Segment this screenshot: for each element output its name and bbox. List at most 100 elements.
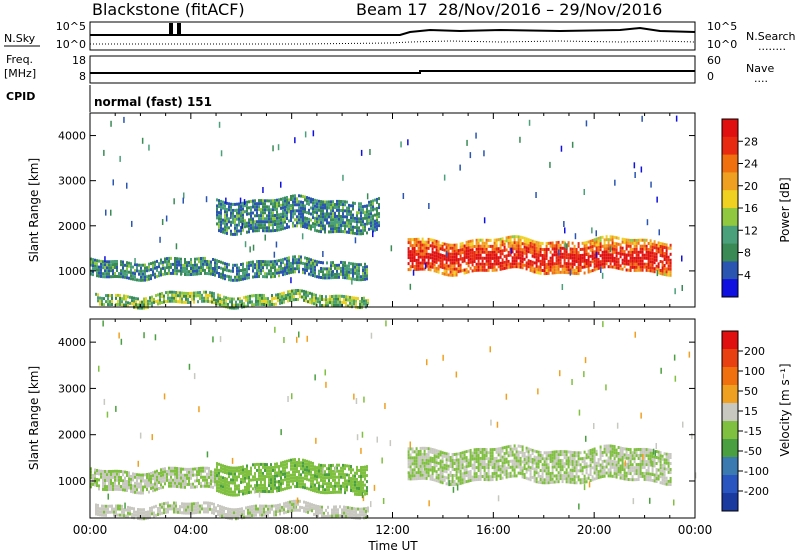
data-cell — [621, 252, 624, 256]
data-cell — [211, 511, 213, 515]
data-cell — [553, 253, 556, 257]
data-cell — [112, 484, 114, 488]
data-cell — [340, 266, 342, 270]
data-cell — [134, 278, 136, 282]
data-cell — [286, 226, 288, 229]
data-cell — [318, 223, 320, 227]
data-cell — [485, 244, 488, 248]
data-cell — [302, 479, 304, 483]
data-cell — [255, 510, 257, 514]
data-cell — [263, 300, 265, 303]
data-cell — [489, 253, 492, 257]
data-cell — [585, 259, 588, 262]
data-cell — [431, 265, 434, 269]
data-cell — [515, 244, 518, 248]
data-cell — [553, 268, 556, 272]
data-cell — [603, 259, 606, 263]
data-cell — [483, 262, 486, 266]
data-cell — [130, 262, 132, 266]
data-cell — [501, 243, 504, 247]
data-cell — [163, 508, 165, 512]
data-cell — [258, 269, 260, 272]
data-cell — [511, 262, 514, 266]
data-cell — [533, 240, 536, 244]
colorbar-block — [722, 279, 738, 298]
data-cell — [299, 295, 301, 299]
data-cell — [469, 266, 472, 270]
data-cell — [160, 483, 162, 487]
data-cell — [326, 200, 328, 204]
data-cell — [272, 199, 274, 203]
data-cell — [190, 261, 192, 264]
data-cell — [242, 274, 244, 278]
data-cell — [216, 471, 218, 475]
data-cell — [270, 263, 272, 267]
data-cell — [176, 272, 178, 276]
data-cell — [94, 477, 96, 481]
data-cell — [280, 473, 282, 477]
data-cell — [374, 207, 376, 211]
data-cell — [593, 265, 596, 269]
data-cell — [571, 259, 574, 263]
data-cell — [366, 222, 368, 226]
data-cell — [639, 268, 642, 272]
data-cell — [497, 238, 500, 242]
data-cell — [607, 238, 610, 242]
data-cell — [250, 260, 252, 264]
data-cell — [537, 250, 540, 254]
data-cell — [147, 510, 149, 514]
data-cell — [421, 473, 424, 477]
data-cell — [421, 258, 424, 262]
cpid-value: normal (fast) 151 — [94, 95, 212, 109]
data-cell — [545, 272, 548, 275]
data-cell — [669, 270, 672, 274]
data-cell — [271, 507, 273, 511]
data-cell — [236, 211, 238, 215]
data-cell — [347, 506, 349, 510]
data-cell — [294, 209, 296, 213]
data-cell — [266, 205, 268, 209]
data-cell — [119, 300, 121, 303]
data-cell — [281, 505, 283, 509]
data-cell — [316, 217, 318, 221]
data-cell — [108, 473, 110, 476]
data-cell — [559, 270, 562, 274]
data-cell — [308, 202, 310, 206]
data-cell — [222, 470, 224, 474]
data-cell — [441, 469, 444, 473]
data-cell — [421, 243, 424, 247]
data-cell — [523, 236, 526, 240]
data-cell — [330, 485, 332, 488]
scatter-point — [123, 116, 125, 123]
data-cell — [561, 267, 564, 271]
data-cell — [322, 276, 324, 280]
data-cell — [601, 253, 604, 257]
data-cell — [254, 478, 256, 482]
data-cell — [427, 447, 430, 451]
data-cell — [362, 480, 364, 484]
data-cell — [266, 275, 268, 279]
data-cell — [521, 251, 524, 255]
data-cell — [601, 244, 604, 248]
data-cell — [176, 467, 178, 470]
data-cell — [455, 455, 458, 459]
data-cell — [455, 476, 458, 480]
data-cell — [571, 241, 574, 245]
data-cell — [213, 292, 215, 296]
data-cell — [114, 478, 116, 482]
data-cell — [237, 306, 239, 310]
data-cell — [219, 297, 221, 301]
data-cell — [340, 472, 342, 476]
data-cell — [256, 489, 258, 493]
data-cell — [197, 300, 199, 304]
data-cell — [219, 504, 221, 508]
data-cell — [254, 214, 256, 218]
data-cell — [228, 472, 230, 476]
data-cell — [266, 217, 268, 221]
data-cell — [320, 475, 322, 479]
data-cell — [94, 471, 96, 475]
data-cell — [455, 473, 458, 477]
data-cell — [427, 462, 430, 466]
data-cell — [304, 210, 306, 214]
data-cell — [431, 466, 434, 469]
